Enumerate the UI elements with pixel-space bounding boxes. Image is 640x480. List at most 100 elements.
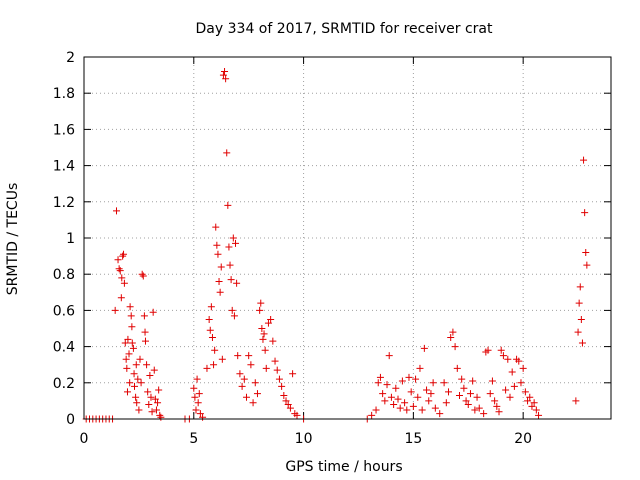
data-point	[221, 67, 229, 75]
data-point	[526, 393, 534, 401]
data-point	[120, 250, 128, 258]
data-point	[445, 388, 453, 396]
data-point	[379, 390, 387, 398]
data-point	[144, 388, 152, 396]
data-point	[423, 386, 431, 394]
data-point	[447, 334, 455, 342]
y-tick-label: 1.4	[53, 159, 75, 175]
y-tick-label: 2	[66, 50, 75, 66]
data-point	[578, 339, 586, 347]
data-point	[236, 370, 244, 378]
data-point	[238, 382, 246, 390]
data-point	[269, 337, 277, 345]
data-point	[199, 413, 207, 421]
data-point	[440, 379, 448, 387]
data-point	[224, 201, 232, 209]
data-point	[127, 312, 135, 320]
data-point	[502, 386, 510, 394]
data-point	[394, 395, 402, 403]
data-point	[121, 339, 129, 347]
data-point	[574, 328, 582, 336]
data-point	[484, 346, 492, 354]
data-point	[205, 315, 213, 323]
data-point	[217, 263, 225, 271]
data-point	[455, 391, 463, 399]
data-point	[256, 306, 264, 314]
data-point	[475, 404, 483, 412]
data-point	[425, 397, 433, 405]
data-point	[530, 399, 538, 407]
data-point	[412, 375, 420, 383]
data-point	[278, 382, 286, 390]
data-point	[575, 299, 583, 307]
data-point	[280, 391, 288, 399]
data-point	[488, 377, 496, 385]
data-point	[429, 379, 437, 387]
data-point	[203, 364, 211, 372]
data-point	[130, 370, 138, 378]
data-point	[219, 71, 227, 79]
data-point	[458, 375, 466, 383]
data-point	[190, 384, 198, 392]
chart-title: Day 334 of 2017, SRMTID for receiver cra…	[196, 21, 493, 37]
data-point	[157, 413, 165, 421]
data-point	[405, 373, 413, 381]
data-point	[125, 350, 133, 358]
data-point	[230, 312, 238, 320]
data-point	[154, 399, 162, 407]
data-point	[401, 399, 409, 407]
data-point	[293, 411, 301, 419]
data-point	[225, 243, 233, 251]
data-point	[387, 393, 395, 401]
data-point	[403, 406, 411, 414]
data-point	[118, 274, 126, 282]
data-point	[192, 406, 200, 414]
data-point	[271, 357, 279, 365]
data-point	[577, 315, 585, 323]
data-point	[148, 408, 156, 416]
plot-frame	[83, 56, 612, 420]
data-point	[576, 283, 584, 291]
data-point	[119, 252, 127, 260]
data-point	[491, 397, 499, 405]
data-point	[146, 372, 154, 380]
data-point	[521, 388, 529, 396]
data-point	[383, 381, 391, 389]
y-tick-label: 1.2	[53, 195, 75, 211]
data-point	[117, 294, 125, 302]
data-point	[145, 401, 153, 409]
data-point	[211, 346, 219, 354]
data-point	[137, 379, 145, 387]
data-point	[141, 337, 149, 345]
data-point	[535, 411, 543, 419]
data-point	[214, 250, 222, 258]
x-tick-label: 5	[189, 431, 198, 447]
data-point	[227, 276, 235, 284]
data-point	[229, 234, 237, 242]
data-point	[247, 361, 255, 369]
data-point	[111, 306, 119, 314]
data-point	[215, 277, 223, 285]
data-point	[116, 267, 124, 275]
data-point	[129, 344, 137, 352]
data-point	[147, 393, 155, 401]
data-point	[253, 390, 261, 398]
data-point	[398, 377, 406, 385]
data-point	[222, 75, 230, 83]
data-point	[226, 261, 234, 269]
data-points	[82, 67, 591, 423]
data-point	[194, 399, 202, 407]
data-point	[156, 411, 164, 419]
data-point	[495, 408, 503, 416]
data-point	[245, 352, 253, 360]
data-point	[451, 343, 459, 351]
data-point	[460, 384, 468, 392]
data-point	[471, 406, 479, 414]
data-point	[251, 379, 259, 387]
data-point	[260, 330, 268, 338]
data-point	[497, 346, 505, 354]
data-point	[131, 382, 139, 390]
data-point	[128, 339, 136, 347]
data-point	[223, 149, 231, 157]
